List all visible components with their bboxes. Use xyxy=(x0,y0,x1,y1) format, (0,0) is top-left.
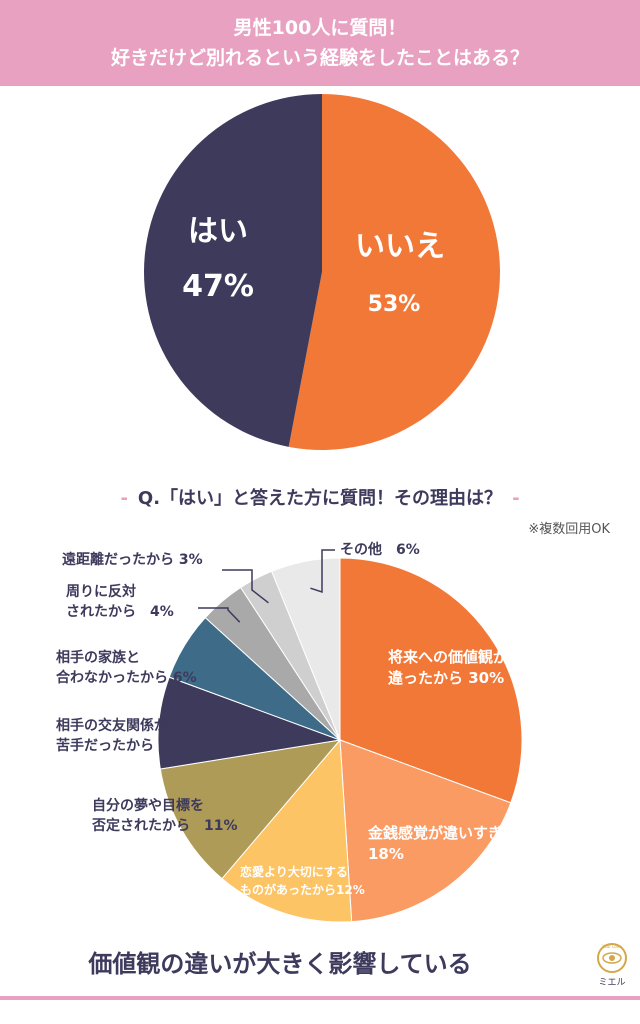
reason-label-6-line-0: 周りに反対 xyxy=(66,583,136,600)
logo-tagline: Your Love xyxy=(601,944,622,949)
question-text: Q.「はい」と答えた方に質問！その理由は？ xyxy=(137,488,503,509)
pie-value-1: 47% xyxy=(182,269,254,304)
reason-slice-8 xyxy=(271,557,341,741)
logo-text: ミエル xyxy=(598,978,625,988)
reason-slice-2 xyxy=(221,738,353,923)
reason-label-5-line-1: 合わなかったから 6% xyxy=(56,669,197,686)
reason-label-4-line-0: 相手の交友関係が xyxy=(56,717,169,734)
leader-line-6 xyxy=(198,607,241,623)
multiple-answer-note: ※複数回用OK xyxy=(528,522,610,537)
pie-value-0: 53% xyxy=(368,292,421,317)
reason-label-4-line-1: 苦手だったから 8% xyxy=(56,737,192,754)
header-title-line2: 好きだけど別れるという経験をしたことはある？ xyxy=(110,47,529,69)
pie-slice-hai xyxy=(143,94,322,447)
answer-pie-chart: いいえ 53% はい 47% xyxy=(143,94,500,450)
pie-label-1: はい xyxy=(188,214,248,249)
reason-label-1-line-0: 金銭感覚が違いすぎたから xyxy=(367,824,548,842)
mieru-logo: ミエル Your Love xyxy=(597,943,627,988)
reason-slice-1 xyxy=(339,739,512,923)
reason-label-1-line-1: 18% xyxy=(368,845,404,863)
question-heading: - Q.「はい」と答えた方に質問！その理由は？ - xyxy=(0,484,640,518)
pie-slice-iie xyxy=(288,94,500,450)
reason-label-6-line-1: されたから 4% xyxy=(66,604,174,620)
reason-label-2-line-0: 恋愛より大切にする xyxy=(240,864,348,879)
dash-left: - xyxy=(120,488,128,509)
header-banner: 男性100人に質問！ 好きだけど別れるという経験をしたことはある？ xyxy=(0,0,640,86)
reason-label-3-line-1: 否定されたから 11% xyxy=(91,817,238,834)
leader-line-8 xyxy=(310,549,335,594)
reason-label-7-line-0: 遠距離だったから 3% xyxy=(62,551,203,568)
reason-slice-3 xyxy=(159,739,342,880)
reason-label-3-line-0: 自分の夢や目標を xyxy=(92,797,204,814)
dash-right: - xyxy=(512,488,520,509)
reason-slice-0 xyxy=(339,557,523,804)
header-title-line1: 男性100人に質問！ xyxy=(233,17,407,39)
conclusion-text: 価値観の違いが大きく影響している xyxy=(88,950,472,978)
reason-label-2-line-1: ものがあったから12% xyxy=(240,882,365,897)
reason-label-8-line-0: その他 6% xyxy=(340,541,420,558)
footer-line xyxy=(0,996,640,1000)
reason-label-0-line-0: 将来への価値観が xyxy=(388,648,509,666)
reason-label-5-line-0: 相手の家族と xyxy=(56,649,140,666)
leader-line-7 xyxy=(222,569,269,604)
reason-slice-4 xyxy=(157,676,342,770)
pie-label-0: いいえ xyxy=(355,229,445,264)
reason-label-0-line-1: 違ったから 30% xyxy=(388,669,504,687)
